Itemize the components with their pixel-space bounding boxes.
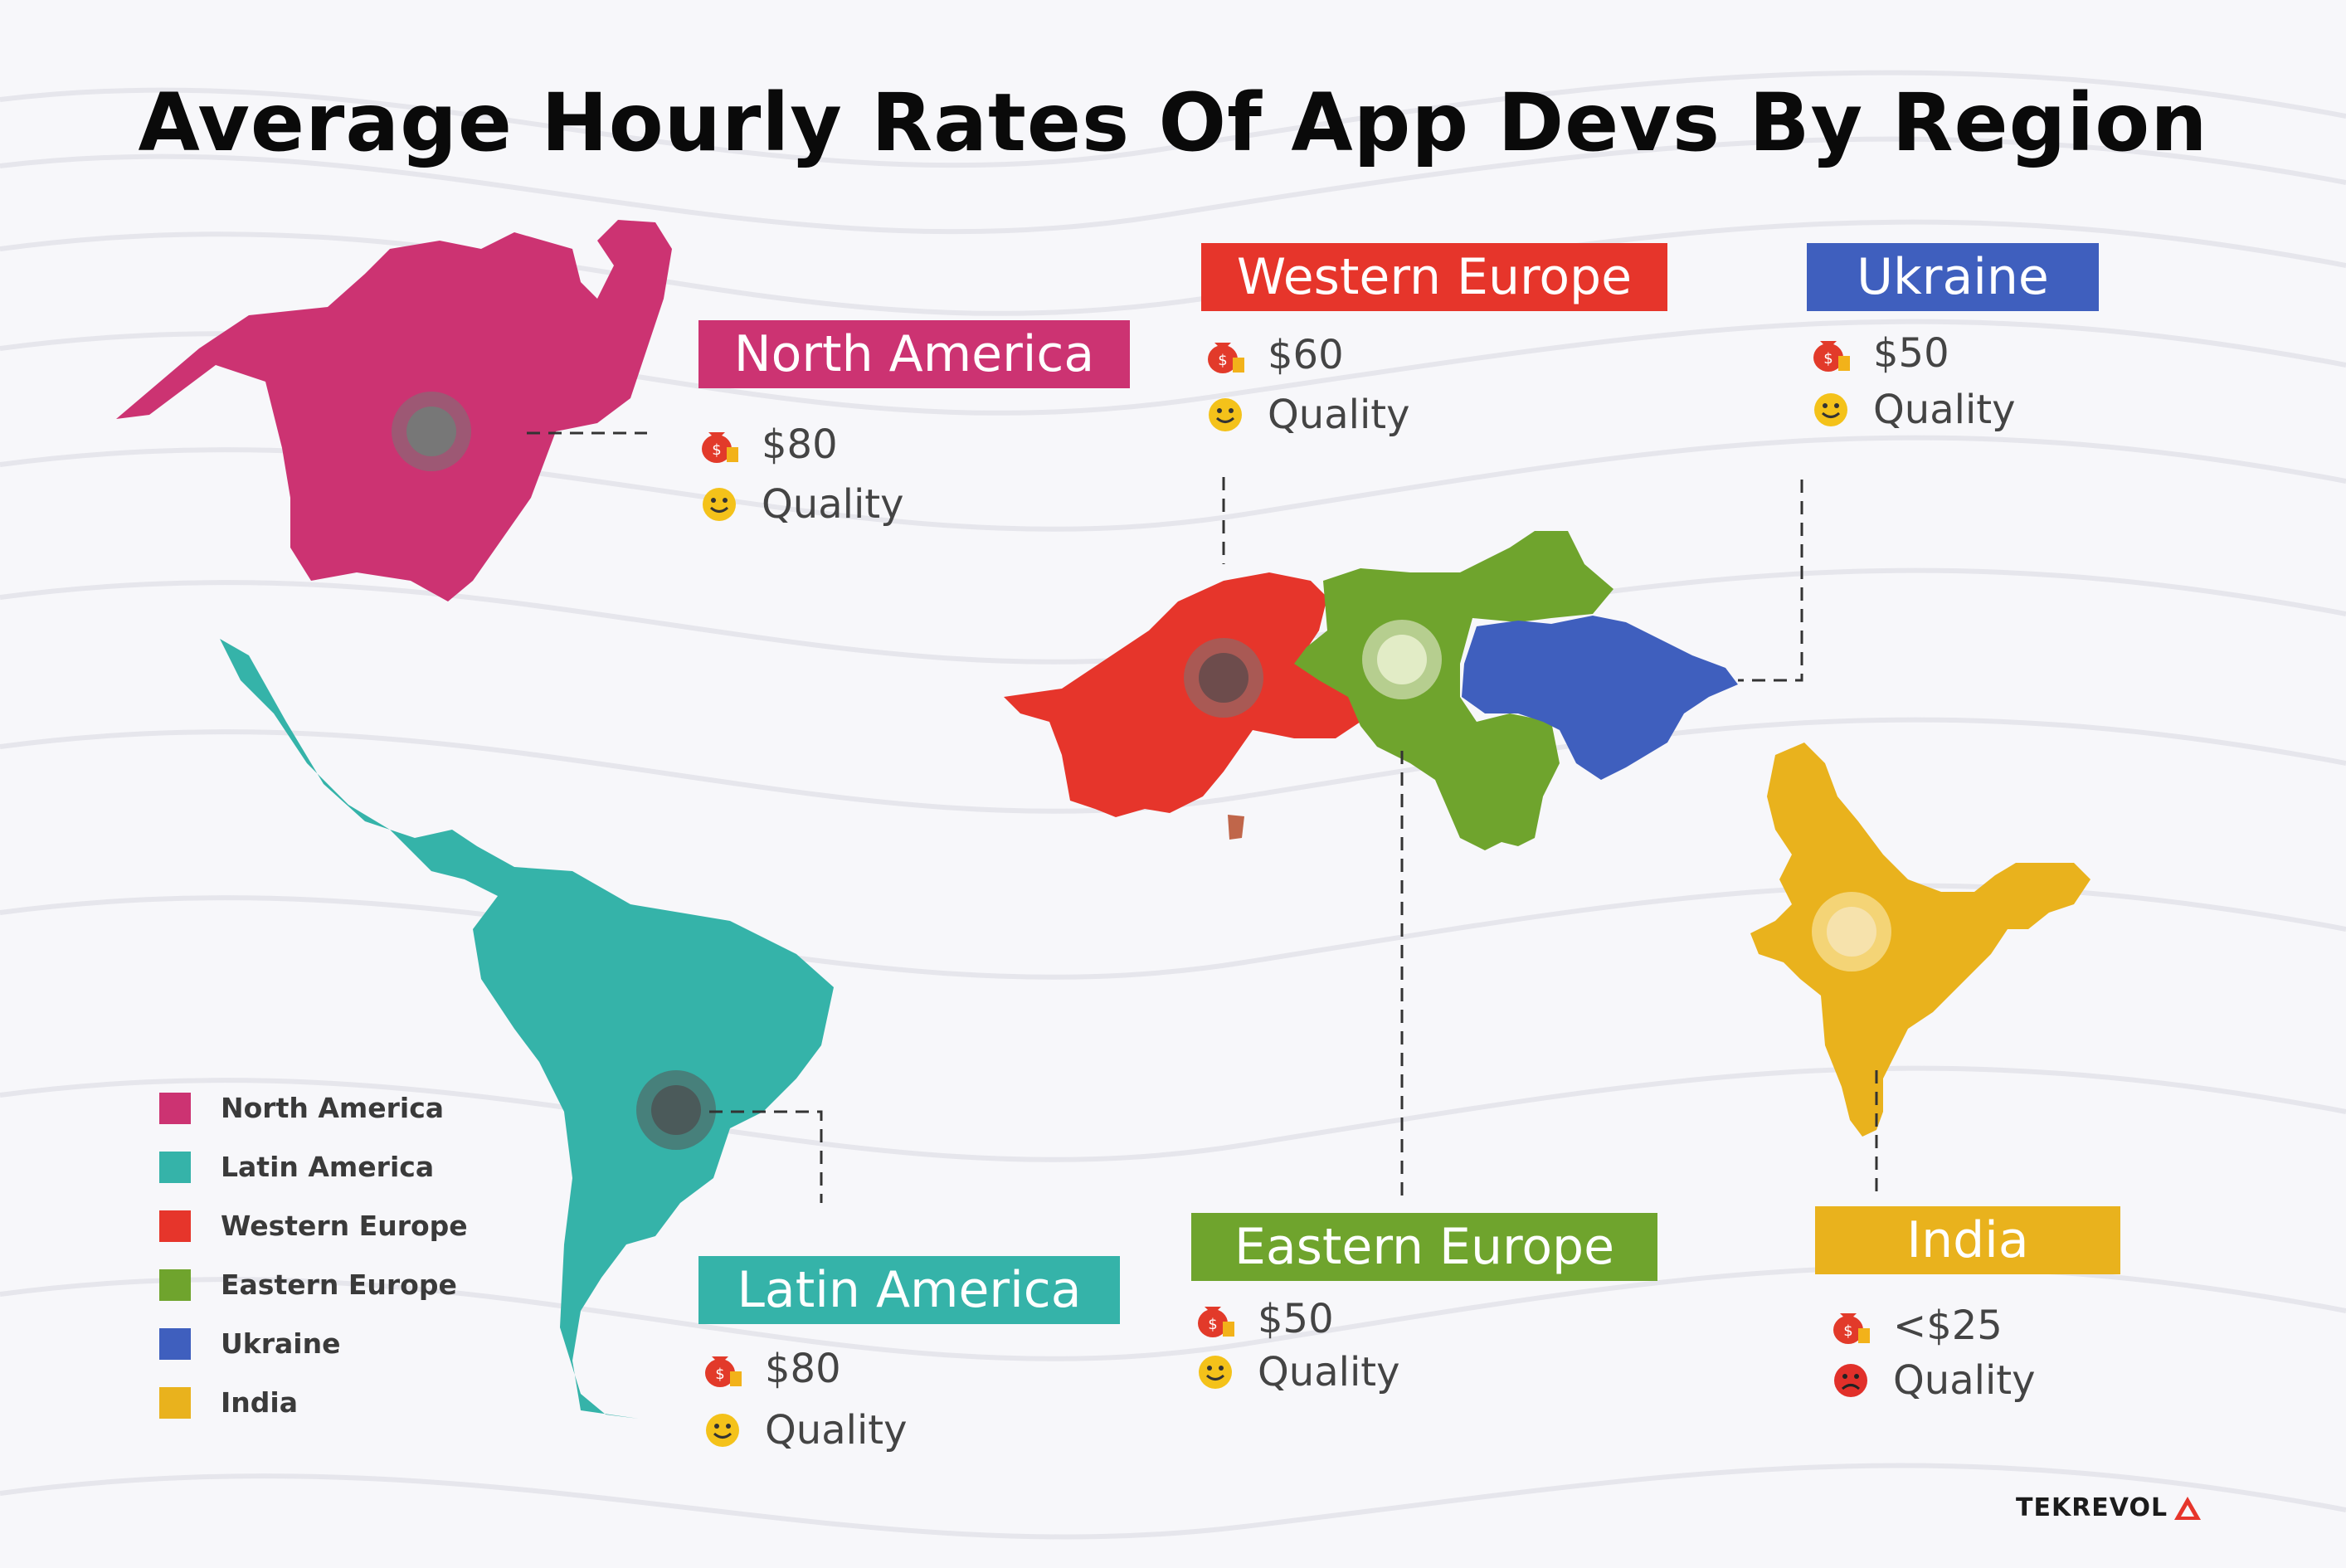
rate-value: <$25	[1893, 1303, 2003, 1349]
money-bag-icon: $	[1813, 341, 1850, 372]
quality-label: Quality	[1258, 1349, 1400, 1395]
smiley-happy-icon	[706, 1414, 739, 1447]
smiley-happy-icon	[1814, 393, 1847, 426]
svg-text:$: $	[715, 1366, 724, 1383]
legend-swatch	[159, 1269, 191, 1301]
legend-label: North America	[221, 1092, 445, 1124]
quality-label: Quality	[1893, 1357, 2036, 1404]
quality-label: Quality	[762, 481, 904, 528]
rate-north-america: $ $80	[698, 421, 838, 468]
label-latin-america: Latin America	[698, 1256, 1120, 1324]
rate-ukraine: $ $50	[1810, 330, 1949, 377]
label-india: India	[1815, 1206, 2120, 1274]
legend-label: Western Europe	[221, 1210, 468, 1242]
money-bag-icon: $	[705, 1356, 742, 1387]
money-bag-icon: $	[702, 432, 738, 463]
ukraine-map	[1462, 616, 1738, 780]
label-north-america: North America	[698, 320, 1130, 388]
quality-india: Quality	[1830, 1357, 2036, 1404]
quality-label: Quality	[1873, 387, 2016, 433]
latin-america-map	[220, 639, 834, 1419]
rate-latin-america: $ $80	[702, 1346, 841, 1392]
legend-swatch	[159, 1210, 191, 1242]
rate-india: $ <$25	[1830, 1303, 2003, 1349]
quality-western-europe: Quality	[1205, 392, 1410, 438]
island-map	[1228, 815, 1244, 840]
smiley-happy-icon	[703, 488, 736, 521]
legend: North America Latin America Western Euro…	[159, 1079, 468, 1432]
svg-text:$: $	[712, 441, 721, 459]
quality-label: Quality	[765, 1407, 908, 1454]
region-markers	[392, 392, 1891, 1150]
smiley-sad-icon	[1834, 1364, 1867, 1397]
quality-label: Quality	[1268, 392, 1410, 438]
legend-swatch	[159, 1386, 191, 1419]
legend-label: Ukraine	[221, 1327, 341, 1360]
rate-value: $80	[762, 421, 838, 468]
rate-value: $50	[1873, 330, 1949, 377]
legend-label: Latin America	[221, 1151, 435, 1183]
triangle-logo-icon	[2174, 1496, 2202, 1520]
brand-logo: TEKREVOL	[2016, 1493, 2202, 1522]
legend-item: Ukraine	[159, 1314, 468, 1373]
india-map	[1750, 743, 2090, 1137]
money-bag-icon: $	[1208, 343, 1244, 373]
quality-eastern-europe: Quality	[1195, 1349, 1400, 1395]
north-america-map	[116, 220, 672, 601]
svg-text:$: $	[1208, 1316, 1217, 1333]
money-bag-icon: $	[1198, 1307, 1234, 1337]
quality-north-america: Quality	[698, 481, 904, 528]
svg-text:$: $	[1218, 352, 1227, 369]
money-bag-icon: $	[1833, 1313, 1870, 1344]
page-title: Average Hourly Rates Of App Devs By Regi…	[138, 76, 2208, 169]
rate-value: $50	[1258, 1296, 1334, 1342]
label-ukraine: Ukraine	[1807, 243, 2099, 311]
eastern-europe-map	[1294, 531, 1613, 850]
legend-swatch	[159, 1092, 191, 1124]
quality-ukraine: Quality	[1810, 387, 2016, 433]
svg-text:$: $	[1823, 350, 1833, 368]
rate-value: $60	[1268, 332, 1344, 378]
label-western-europe: Western Europe	[1201, 243, 1667, 311]
legend-item: North America	[159, 1079, 468, 1137]
legend-item: Eastern Europe	[159, 1255, 468, 1314]
smiley-happy-icon	[1199, 1356, 1232, 1389]
brand-name: TEKREVOL	[2016, 1493, 2168, 1522]
legend-item: India	[159, 1373, 468, 1432]
legend-swatch	[159, 1151, 191, 1183]
legend-item: Western Europe	[159, 1196, 468, 1255]
label-eastern-europe: Eastern Europe	[1191, 1213, 1657, 1281]
rate-western-europe: $ $60	[1205, 332, 1344, 378]
smiley-happy-icon	[1209, 398, 1242, 431]
legend-swatch	[159, 1327, 191, 1360]
legend-label: India	[221, 1386, 298, 1419]
western-europe-map	[1004, 572, 1360, 817]
rate-value: $80	[765, 1346, 841, 1392]
svg-text:$: $	[1843, 1322, 1852, 1340]
quality-latin-america: Quality	[702, 1407, 908, 1454]
legend-item: Latin America	[159, 1137, 468, 1196]
legend-label: Eastern Europe	[221, 1269, 457, 1301]
rate-eastern-europe: $ $50	[1195, 1296, 1334, 1342]
